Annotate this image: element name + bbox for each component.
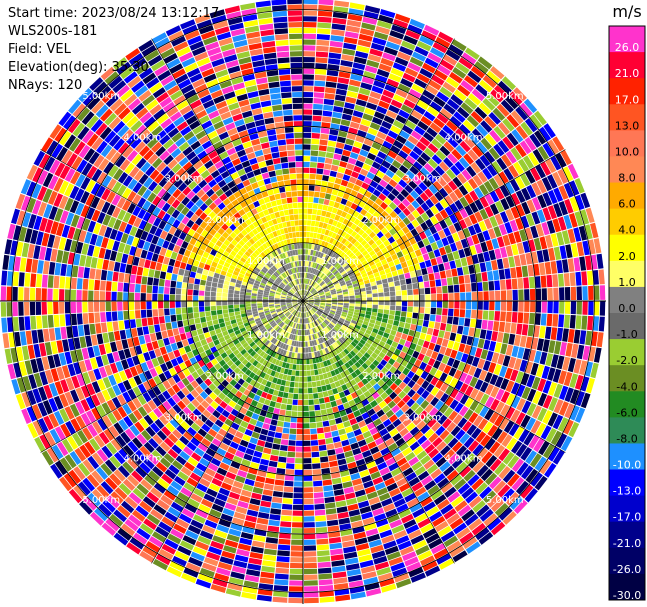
range-label: 2.00km: [206, 371, 244, 382]
azimuth-spoke: [302, 38, 455, 302]
azimuth-spoke: [302, 300, 455, 564]
range-label: 1.00km: [247, 330, 285, 341]
azimuth-spoke: [302, 149, 566, 302]
range-label: 3.00km: [403, 174, 441, 185]
azimuth-spoke: [151, 300, 304, 564]
range-label: 4.00km: [124, 454, 162, 465]
range-label: 1.00km: [247, 256, 285, 267]
range-label: 1.00km: [321, 330, 359, 341]
azimuth-spoke: [40, 300, 304, 453]
instrument-label: WLS200s-181: [8, 24, 98, 39]
azimuth-spoke: [151, 38, 304, 302]
range-label: 5.00km: [486, 91, 524, 102]
elevation-label: Elevation(deg): 35.30: [8, 60, 149, 75]
range-label: 5.00km: [82, 495, 120, 506]
velocity-gates: [0, 0, 606, 604]
nrays-label: NRays: 120: [8, 78, 83, 93]
range-label: 3.00km: [403, 412, 441, 423]
start-time-label: Start time: 2023/08/24 13:12:17: [8, 6, 220, 21]
range-label: 4.00km: [445, 454, 483, 465]
range-label: 2.00km: [362, 371, 400, 382]
azimuth-spoke: [40, 149, 304, 302]
field-label: Field: VEL: [8, 42, 71, 57]
range-label: 2.00km: [206, 215, 244, 226]
polar-grid: 1.00km 1.00km 1.00km 1.00km 2.00km 2.00km 2.00…: [0, 0, 606, 604]
range-label: 3.00km: [165, 412, 203, 423]
range-label: 4.00km: [124, 132, 162, 143]
range-label: 5.00km: [82, 91, 120, 102]
range-label: 2.00km: [362, 215, 400, 226]
azimuth-spoke: [302, 300, 566, 453]
range-label: 3.00km: [165, 174, 203, 185]
range-label: 4.00km: [445, 132, 483, 143]
range-label: 1.00km: [321, 256, 359, 267]
range-label: 5.00km: [486, 495, 524, 506]
